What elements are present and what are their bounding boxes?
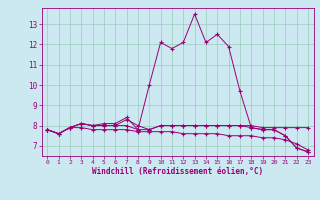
- X-axis label: Windchill (Refroidissement éolien,°C): Windchill (Refroidissement éolien,°C): [92, 167, 263, 176]
